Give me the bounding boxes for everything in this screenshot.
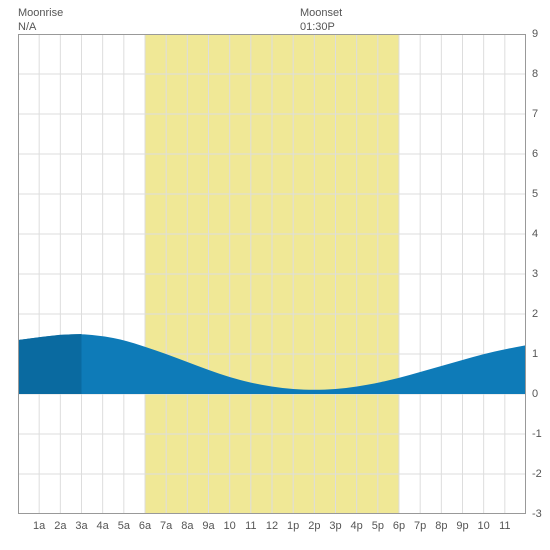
x-tick-label: 1p bbox=[287, 520, 299, 532]
y-tick-label: 9 bbox=[532, 28, 538, 40]
x-tick-label: 5a bbox=[118, 520, 130, 532]
x-tick-label: 3p bbox=[329, 520, 341, 532]
x-tick-label: 6a bbox=[139, 520, 151, 532]
x-tick-label: 6p bbox=[393, 520, 405, 532]
y-tick-label: -3 bbox=[532, 508, 542, 520]
moonrise-title: Moonrise bbox=[18, 6, 63, 20]
moonrise-value: N/A bbox=[18, 20, 63, 34]
x-tick-label: 8p bbox=[435, 520, 447, 532]
x-tick-label: 8a bbox=[181, 520, 193, 532]
x-tick-label: 7a bbox=[160, 520, 172, 532]
tide-chart bbox=[18, 34, 526, 514]
x-tick-label: 12 bbox=[266, 520, 278, 532]
x-tick-label: 10 bbox=[224, 520, 236, 532]
y-tick-label: 0 bbox=[532, 388, 538, 400]
x-tick-label: 11 bbox=[245, 520, 256, 532]
y-tick-label: 3 bbox=[532, 268, 538, 280]
tide-chart-container: Moonrise N/A Moonset 01:30P -3-2-1012345… bbox=[0, 0, 550, 550]
y-tick-label: 8 bbox=[532, 68, 538, 80]
y-tick-label: -1 bbox=[532, 428, 542, 440]
moonrise-header: Moonrise N/A bbox=[18, 6, 63, 34]
moonset-value: 01:30P bbox=[300, 20, 342, 34]
y-tick-label: 7 bbox=[532, 108, 538, 120]
moonset-header: Moonset 01:30P bbox=[300, 6, 342, 34]
x-tick-label: 2a bbox=[54, 520, 66, 532]
x-tick-label: 11 bbox=[499, 520, 510, 532]
x-tick-label: 4a bbox=[97, 520, 109, 532]
moonset-title: Moonset bbox=[300, 6, 342, 20]
x-tick-label: 5p bbox=[372, 520, 384, 532]
y-tick-label: 5 bbox=[532, 188, 538, 200]
x-tick-label: 9a bbox=[202, 520, 214, 532]
x-tick-label: 3a bbox=[75, 520, 87, 532]
x-tick-label: 9p bbox=[456, 520, 468, 532]
x-tick-label: 10 bbox=[478, 520, 490, 532]
x-tick-label: 4p bbox=[351, 520, 363, 532]
x-tick-label: 2p bbox=[308, 520, 320, 532]
x-tick-label: 7p bbox=[414, 520, 426, 532]
x-tick-label: 1a bbox=[33, 520, 45, 532]
y-tick-label: 1 bbox=[532, 348, 538, 360]
y-tick-label: 4 bbox=[532, 228, 538, 240]
y-tick-label: -2 bbox=[532, 468, 542, 480]
y-tick-label: 6 bbox=[532, 148, 538, 160]
y-tick-label: 2 bbox=[532, 308, 538, 320]
